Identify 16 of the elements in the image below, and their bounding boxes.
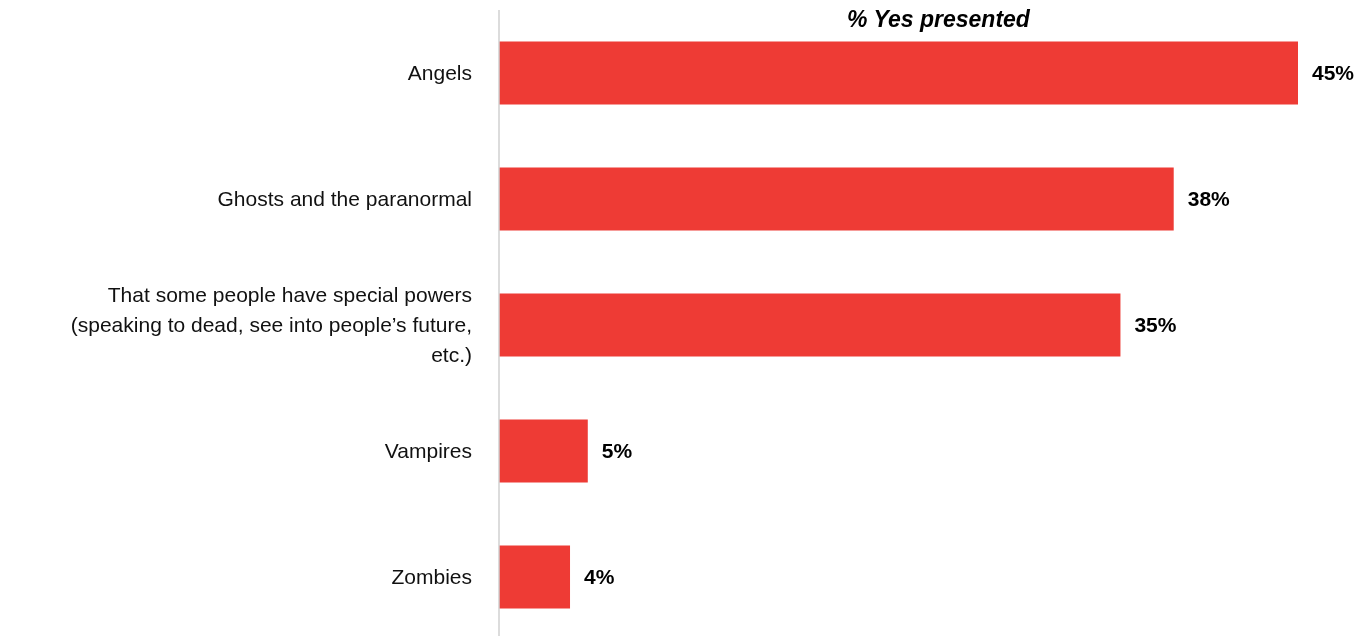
y-tick-label: Vampires: [384, 439, 472, 463]
y-tick-label: Angels: [407, 61, 472, 85]
y-tick-label: Zombies: [391, 565, 472, 589]
bar: [499, 41, 1298, 105]
data-label: 45%: [1312, 61, 1355, 85]
bar: [499, 293, 1121, 357]
data-label: 38%: [1187, 187, 1231, 211]
y-tick-label: Ghosts and the paranormal: [217, 187, 472, 211]
bar: [499, 419, 588, 483]
data-label: 35%: [1134, 313, 1177, 337]
bar: [499, 545, 571, 609]
bar: [499, 167, 1174, 231]
y-tick-label: That some people have special powers (speaking to dead, see into people’s future, etc.): [70, 283, 472, 367]
data-label: 4%: [584, 565, 615, 589]
data-label: 5%: [601, 439, 633, 463]
chart-title: % Yes presented: [847, 6, 1031, 32]
